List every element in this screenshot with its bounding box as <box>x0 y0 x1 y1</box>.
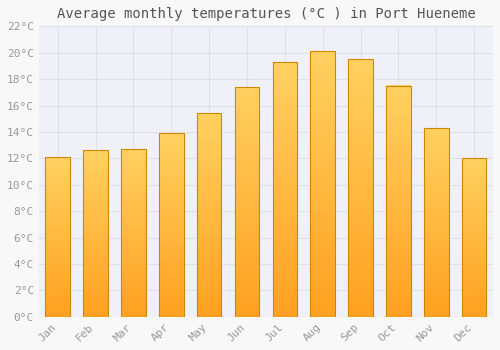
Bar <box>424 128 448 317</box>
Bar <box>462 158 486 317</box>
Bar <box>197 113 222 317</box>
Bar <box>272 62 297 317</box>
Bar <box>121 149 146 317</box>
Bar <box>84 150 108 317</box>
Bar <box>348 59 373 317</box>
Bar <box>46 157 70 317</box>
Bar <box>386 86 410 317</box>
Title: Average monthly temperatures (°C ) in Port Hueneme: Average monthly temperatures (°C ) in Po… <box>56 7 476 21</box>
Bar <box>234 87 260 317</box>
Bar <box>310 51 335 317</box>
Bar <box>159 133 184 317</box>
